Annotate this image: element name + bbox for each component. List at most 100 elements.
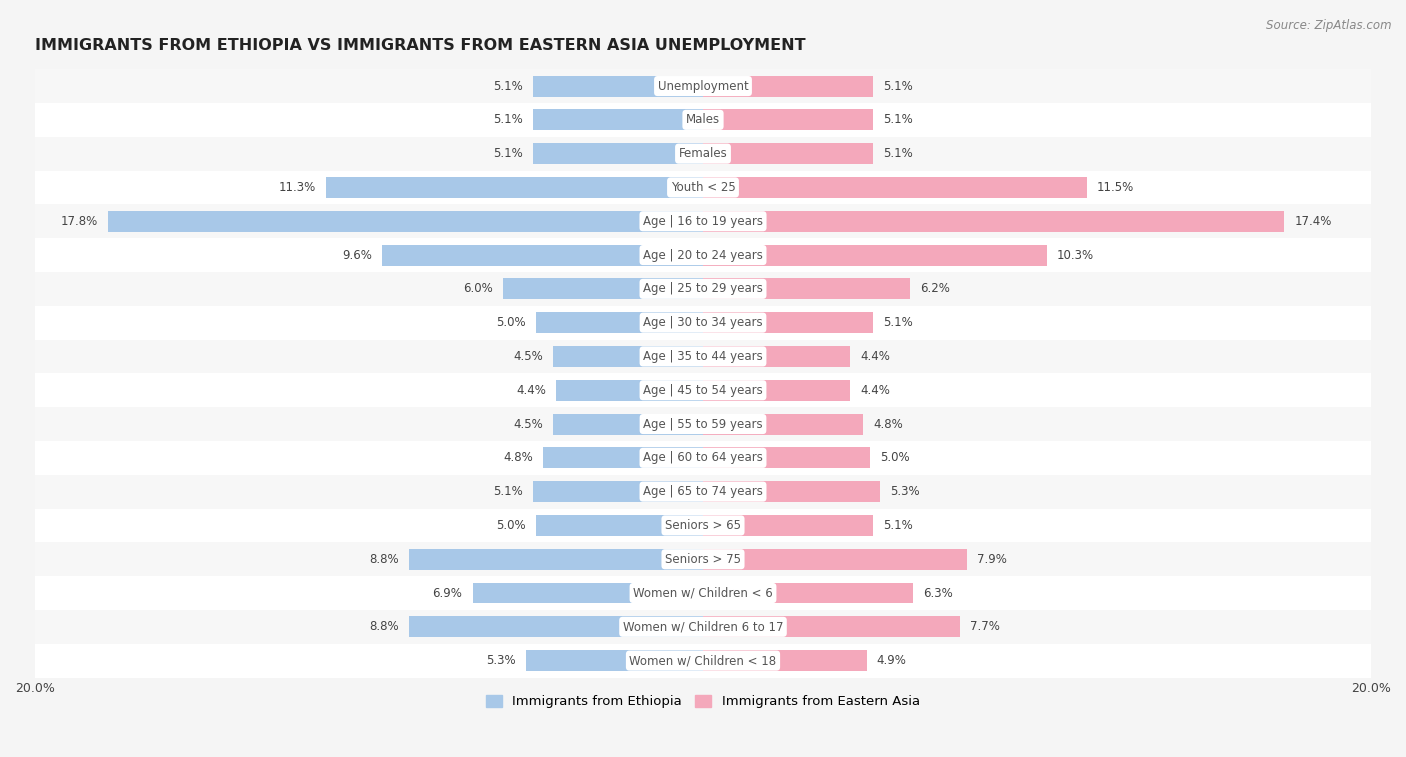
- Text: 5.1%: 5.1%: [883, 114, 912, 126]
- Text: 5.1%: 5.1%: [883, 147, 912, 160]
- Bar: [526, 650, 703, 671]
- Legend: Immigrants from Ethiopia, Immigrants from Eastern Asia: Immigrants from Ethiopia, Immigrants fro…: [481, 690, 925, 714]
- Bar: [35, 509, 1371, 542]
- Bar: [533, 143, 703, 164]
- Bar: [703, 143, 873, 164]
- Text: 8.8%: 8.8%: [370, 620, 399, 634]
- Bar: [326, 177, 703, 198]
- Text: 4.4%: 4.4%: [860, 350, 890, 363]
- Bar: [703, 279, 910, 299]
- Bar: [703, 76, 873, 97]
- Text: 11.5%: 11.5%: [1097, 181, 1135, 194]
- Bar: [409, 616, 703, 637]
- Text: Age | 55 to 59 years: Age | 55 to 59 years: [643, 418, 763, 431]
- Bar: [108, 210, 703, 232]
- Text: Seniors > 65: Seniors > 65: [665, 519, 741, 532]
- Text: 6.9%: 6.9%: [433, 587, 463, 600]
- Bar: [35, 137, 1371, 170]
- Bar: [35, 238, 1371, 272]
- Text: 4.5%: 4.5%: [513, 350, 543, 363]
- Text: 4.8%: 4.8%: [503, 451, 533, 464]
- Text: 8.8%: 8.8%: [370, 553, 399, 565]
- Bar: [703, 549, 967, 570]
- Bar: [703, 312, 873, 333]
- Bar: [536, 312, 703, 333]
- Text: 4.5%: 4.5%: [513, 418, 543, 431]
- Bar: [502, 279, 703, 299]
- Text: 5.0%: 5.0%: [496, 316, 526, 329]
- Text: Women w/ Children 6 to 17: Women w/ Children 6 to 17: [623, 620, 783, 634]
- Text: 5.1%: 5.1%: [494, 147, 523, 160]
- Bar: [35, 204, 1371, 238]
- Text: 5.1%: 5.1%: [883, 519, 912, 532]
- Bar: [35, 306, 1371, 340]
- Text: 9.6%: 9.6%: [343, 248, 373, 261]
- Text: Age | 35 to 44 years: Age | 35 to 44 years: [643, 350, 763, 363]
- Text: 4.9%: 4.9%: [877, 654, 907, 667]
- Bar: [409, 549, 703, 570]
- Text: Age | 60 to 64 years: Age | 60 to 64 years: [643, 451, 763, 464]
- Bar: [35, 373, 1371, 407]
- Text: 7.9%: 7.9%: [977, 553, 1007, 565]
- Text: 10.3%: 10.3%: [1057, 248, 1094, 261]
- Bar: [35, 475, 1371, 509]
- Text: Women w/ Children < 6: Women w/ Children < 6: [633, 587, 773, 600]
- Text: Females: Females: [679, 147, 727, 160]
- Text: 7.7%: 7.7%: [970, 620, 1000, 634]
- Text: Age | 30 to 34 years: Age | 30 to 34 years: [643, 316, 763, 329]
- Text: Age | 65 to 74 years: Age | 65 to 74 years: [643, 485, 763, 498]
- Text: 5.1%: 5.1%: [883, 316, 912, 329]
- Text: 17.4%: 17.4%: [1295, 215, 1331, 228]
- Text: Youth < 25: Youth < 25: [671, 181, 735, 194]
- Text: 4.8%: 4.8%: [873, 418, 903, 431]
- Bar: [703, 616, 960, 637]
- Bar: [543, 447, 703, 469]
- Text: 4.4%: 4.4%: [860, 384, 890, 397]
- Bar: [533, 76, 703, 97]
- Text: Age | 25 to 29 years: Age | 25 to 29 years: [643, 282, 763, 295]
- Text: 5.3%: 5.3%: [486, 654, 516, 667]
- Bar: [35, 69, 1371, 103]
- Bar: [703, 380, 851, 400]
- Bar: [703, 210, 1284, 232]
- Text: 4.4%: 4.4%: [516, 384, 546, 397]
- Text: 11.3%: 11.3%: [278, 181, 315, 194]
- Bar: [555, 380, 703, 400]
- Text: Women w/ Children < 18: Women w/ Children < 18: [630, 654, 776, 667]
- Text: Age | 45 to 54 years: Age | 45 to 54 years: [643, 384, 763, 397]
- Bar: [703, 481, 880, 502]
- Text: 5.3%: 5.3%: [890, 485, 920, 498]
- Text: 6.3%: 6.3%: [924, 587, 953, 600]
- Bar: [35, 407, 1371, 441]
- Bar: [472, 583, 703, 603]
- Bar: [703, 177, 1087, 198]
- Bar: [35, 643, 1371, 678]
- Bar: [703, 447, 870, 469]
- Bar: [35, 542, 1371, 576]
- Bar: [553, 346, 703, 367]
- Bar: [536, 515, 703, 536]
- Text: 5.1%: 5.1%: [494, 114, 523, 126]
- Bar: [703, 583, 914, 603]
- Bar: [703, 346, 851, 367]
- Bar: [35, 170, 1371, 204]
- Bar: [553, 413, 703, 435]
- Text: 5.0%: 5.0%: [880, 451, 910, 464]
- Bar: [35, 272, 1371, 306]
- Bar: [382, 245, 703, 266]
- Text: 6.0%: 6.0%: [463, 282, 492, 295]
- Text: Unemployment: Unemployment: [658, 79, 748, 92]
- Bar: [703, 650, 866, 671]
- Bar: [703, 515, 873, 536]
- Text: 5.1%: 5.1%: [494, 79, 523, 92]
- Bar: [35, 103, 1371, 137]
- Text: 5.1%: 5.1%: [494, 485, 523, 498]
- Text: 5.0%: 5.0%: [496, 519, 526, 532]
- Text: IMMIGRANTS FROM ETHIOPIA VS IMMIGRANTS FROM EASTERN ASIA UNEMPLOYMENT: IMMIGRANTS FROM ETHIOPIA VS IMMIGRANTS F…: [35, 38, 806, 53]
- Text: Males: Males: [686, 114, 720, 126]
- Text: Source: ZipAtlas.com: Source: ZipAtlas.com: [1267, 19, 1392, 32]
- Bar: [35, 576, 1371, 610]
- Bar: [703, 413, 863, 435]
- Bar: [703, 245, 1047, 266]
- Text: Age | 20 to 24 years: Age | 20 to 24 years: [643, 248, 763, 261]
